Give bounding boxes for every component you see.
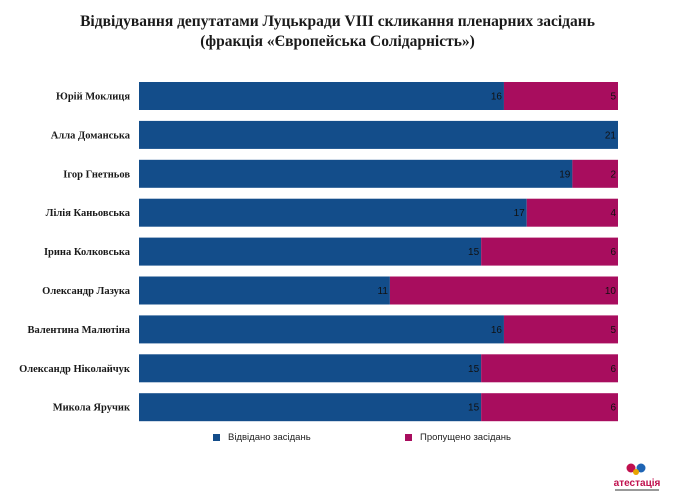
bar-chart: Юрій Моклиця 16 5 Алла Доманська 21 Ігор Гнет…: [19, 82, 618, 422]
value-label-missed: 5: [610, 92, 616, 103]
legend-label-missed: Пропущено засідань: [420, 432, 511, 443]
bar-attended: [139, 82, 504, 110]
value-label-missed: 10: [605, 286, 617, 297]
value-label-attended: 15: [468, 403, 480, 414]
value-label-missed: 6: [610, 403, 616, 414]
bar-missed: [572, 159, 618, 188]
value-label-attended: 15: [468, 364, 480, 375]
value-label-missed: 2: [610, 169, 616, 180]
value-label-missed: 5: [610, 325, 616, 336]
category-label: Микола Яручик: [53, 403, 131, 414]
legend-label-attended: Відвідано засідань: [228, 432, 311, 443]
bar-attended: [139, 354, 482, 383]
legend-attended: Відвідано засідань: [213, 432, 311, 443]
value-label-attended: 16: [491, 325, 503, 336]
category-label: Ігор Гнетньов: [63, 169, 130, 180]
chart-title: Відвідування депутатами Луцькради VIII с…: [0, 12, 675, 52]
logo-text: атестація: [614, 478, 661, 489]
bar-attended: [139, 315, 504, 344]
value-label-missed: 4: [610, 208, 616, 219]
category-label: Ірина Колковська: [44, 247, 131, 258]
category-label: Олександр Лазука: [42, 286, 131, 297]
value-label-attended: 16: [491, 92, 503, 103]
bar-attended: [139, 393, 482, 422]
value-label-attended: 15: [468, 247, 480, 258]
bar-missed: [481, 393, 618, 422]
value-label-attended: 11: [378, 286, 389, 297]
legend-missed: Пропущено засідань: [405, 432, 511, 443]
bar-missed: [481, 237, 618, 266]
value-label-attended: 19: [559, 169, 571, 180]
legend-swatch-attended: [213, 434, 220, 441]
title-line-2: (фракція «Європейська Солідарність»): [200, 33, 475, 50]
title-line-1: Відвідування депутатами Луцькради VIII с…: [80, 13, 595, 30]
bar-attended: [139, 276, 390, 305]
bar-missed: [526, 198, 618, 227]
bar-missed: [481, 354, 618, 383]
category-label: Алла Доманська: [51, 130, 131, 141]
atestatsiia-logo: атестація: [614, 463, 661, 491]
value-label-missed: 6: [610, 247, 616, 258]
bar-attended: [139, 159, 573, 188]
category-label: Олександр Ніколайчук: [19, 364, 131, 375]
value-label-missed: 6: [610, 364, 616, 375]
value-label-attended: 17: [514, 208, 526, 219]
bar-attended: [139, 237, 482, 266]
bar-missed: [389, 276, 618, 305]
bar-missed: [503, 82, 618, 110]
category-label: Лілія Каньовська: [46, 208, 131, 219]
value-label-attended: 21: [605, 130, 617, 141]
bar-missed: [503, 315, 618, 344]
bar-attended: [139, 120, 618, 149]
category-label: Юрій Моклиця: [56, 92, 130, 103]
bar-attended: [139, 198, 527, 227]
legend-swatch-missed: [405, 434, 412, 441]
category-label: Валентина Малютіна: [28, 325, 131, 336]
